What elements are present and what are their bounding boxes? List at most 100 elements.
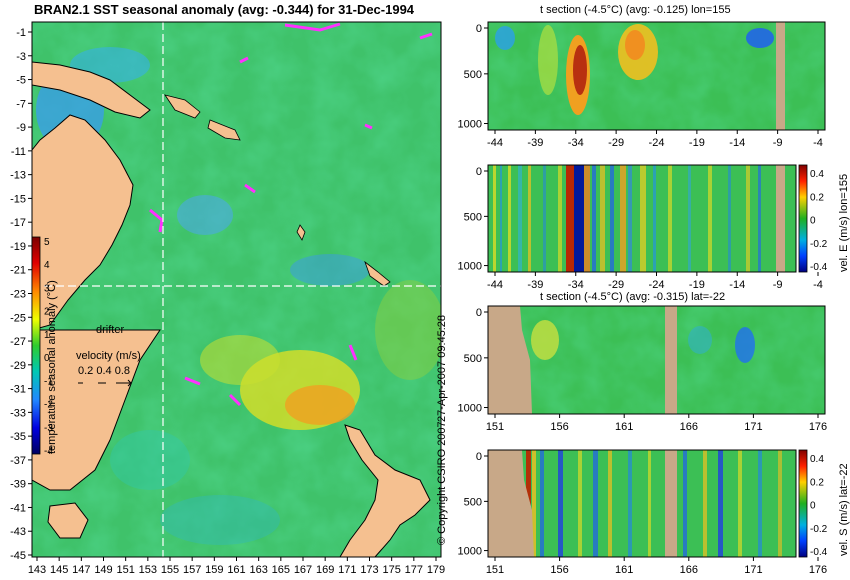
panel-4-colorbar [798, 449, 808, 558]
panel-cbar-tick-label: 0.4 [810, 454, 824, 465]
panel-y-tick-label: 0 [476, 307, 482, 319]
panel-y-tick-label: 1000 [458, 261, 482, 273]
panel-3-heatmap [487, 305, 826, 415]
panel-2-cbar-label: vel. E (m/s) lon=155 [838, 174, 850, 272]
map-colorbar-tick-label: -1 [44, 376, 53, 387]
velocity-stripe [500, 165, 502, 272]
panel-y-tick-label: 500 [464, 353, 482, 365]
map-lon-tick-label: 153 [139, 564, 157, 576]
map-lat-tick-label: -45 [10, 550, 26, 562]
panel-x-tick-label: 161 [615, 421, 633, 433]
panel-x-tick-label: 161 [615, 564, 633, 576]
panel-x-tick-label: 176 [809, 564, 827, 576]
map-colorbar-tick-label: 2 [44, 307, 50, 318]
map-colorbar-tick-label: -3 [44, 423, 53, 434]
panel-x-tick-label: -24 [649, 137, 665, 149]
map-lat-tick-label: -7 [16, 98, 26, 110]
map-colorbar-tick-label: 1 [44, 330, 50, 341]
velocity-stripe [728, 165, 731, 272]
panel-cbar-tick-label: -0.2 [810, 239, 828, 250]
map-colorbar-tick-label: -4 [44, 446, 53, 457]
panel-cbar-tick-label: 0.2 [810, 477, 824, 488]
panel-x-tick-label: -29 [608, 279, 624, 291]
map-lon-tick-label: 167 [294, 564, 312, 576]
map-lat-tick-label: -43 [10, 526, 26, 538]
velocity-stripe [592, 165, 596, 272]
velocity-stripe [528, 165, 531, 272]
velocity-stripe [746, 165, 750, 272]
map-lon-tick-label: 151 [116, 564, 134, 576]
panel-1-heatmap [487, 21, 826, 131]
panel-x-tick-label: -44 [487, 279, 503, 291]
map-lat-tick-label: -9 [16, 122, 26, 134]
map-lat-tick-label: -25 [10, 312, 26, 324]
map-lat-tick-label: -1 [16, 27, 26, 39]
velocity-stripe [758, 450, 762, 557]
velocity-stripe [688, 165, 691, 272]
map-lon-tick-label: 155 [161, 564, 179, 576]
panel-y-tick-label: 0 [476, 166, 482, 178]
map-lon-tick-label: 157 [183, 564, 201, 576]
map-lat-tick-label: -35 [10, 431, 26, 443]
panel-x-tick-label: 156 [550, 421, 568, 433]
panel-x-tick-label: -39 [527, 137, 543, 149]
velocity-label: velocity (m/s) [76, 350, 141, 362]
panel-axis-ticks: -44 -39 -34 -29 -24 -19 -14 -9 -4 0 500 1000 -44 -39 -… [458, 23, 828, 576]
velocity-stripe [738, 450, 742, 557]
drifter-label: drifter [96, 324, 125, 336]
panel-x-tick-label: -19 [689, 137, 705, 149]
map-lon-tick-label: 159 [205, 564, 223, 576]
panel-y-tick-label: 500 [464, 211, 482, 223]
map-lat-tick-label: -3 [16, 51, 26, 63]
panel-x-tick-label: -24 [649, 279, 665, 291]
panel-x-tick-label: 151 [486, 421, 504, 433]
map-lat-tick-label: -23 [10, 289, 26, 301]
velocity-stripe [566, 165, 574, 272]
panel-x-tick-label: 171 [744, 564, 762, 576]
panel-1-title: t section (-4.5°C) (avg: -0.125) lon=155 [540, 4, 731, 16]
velocity-stripe [620, 165, 626, 272]
velocity-stripe [578, 450, 582, 557]
panel-x-tick-label: -9 [773, 137, 783, 149]
map-lat-tick-label: -37 [10, 455, 26, 467]
map-lon-tick-label: 177 [405, 564, 423, 576]
velocity-stripe [628, 165, 632, 272]
map-lat-tick-label: -27 [10, 336, 26, 348]
panel-x-tick-label: -4 [813, 137, 823, 149]
panel-y-tick-label: 500 [464, 69, 482, 81]
map-colorbar-tick-label: 5 [44, 237, 50, 248]
panel-y-tick-label: 1000 [458, 403, 482, 415]
map-lon-tick-label: 147 [72, 564, 90, 576]
panel-y-tick-label: 1000 [458, 119, 482, 131]
panel-y-tick-label: 1000 [458, 546, 482, 558]
map-lon-tick-label: 145 [50, 564, 68, 576]
velocity-stripe [574, 165, 584, 272]
velocity-stripe [708, 165, 712, 272]
map-lon-tick-label: 163 [249, 564, 267, 576]
sst-map [32, 22, 441, 557]
map-lat-tick-label: -17 [10, 217, 26, 229]
velocity-stripe [703, 450, 707, 557]
velocity-stripe [610, 165, 614, 272]
map-lon-tick-label: 165 [272, 564, 290, 576]
panel-x-tick-label: 166 [680, 564, 698, 576]
panel-x-tick-label: -9 [773, 279, 783, 291]
map-lon-tick-label: 175 [382, 564, 400, 576]
panel-cbar-tick-label: 0.4 [810, 169, 824, 180]
map-lat-tick-label: -41 [10, 502, 26, 514]
panel-y-tick-label: 0 [476, 23, 482, 35]
map-title: BRAN2.1 SST seasonal anomaly (avg: -0.34… [34, 2, 415, 17]
velocity-stripe [493, 165, 496, 272]
map-colorbar-tick-label: -2 [44, 400, 53, 411]
map-lat-tick-label: -13 [10, 170, 26, 182]
velocity-stripe [628, 450, 632, 557]
velocity-stripe [558, 450, 563, 557]
panel-2-colorbar [798, 164, 808, 273]
map-lat-tick-label: -15 [10, 193, 26, 205]
velocity-stripe [683, 450, 687, 557]
velocity-stripe [540, 450, 544, 557]
drifter-tracks [149, 22, 433, 407]
panel-x-tick-label: -39 [527, 279, 543, 291]
map-lon-tick-label: 171 [338, 564, 356, 576]
